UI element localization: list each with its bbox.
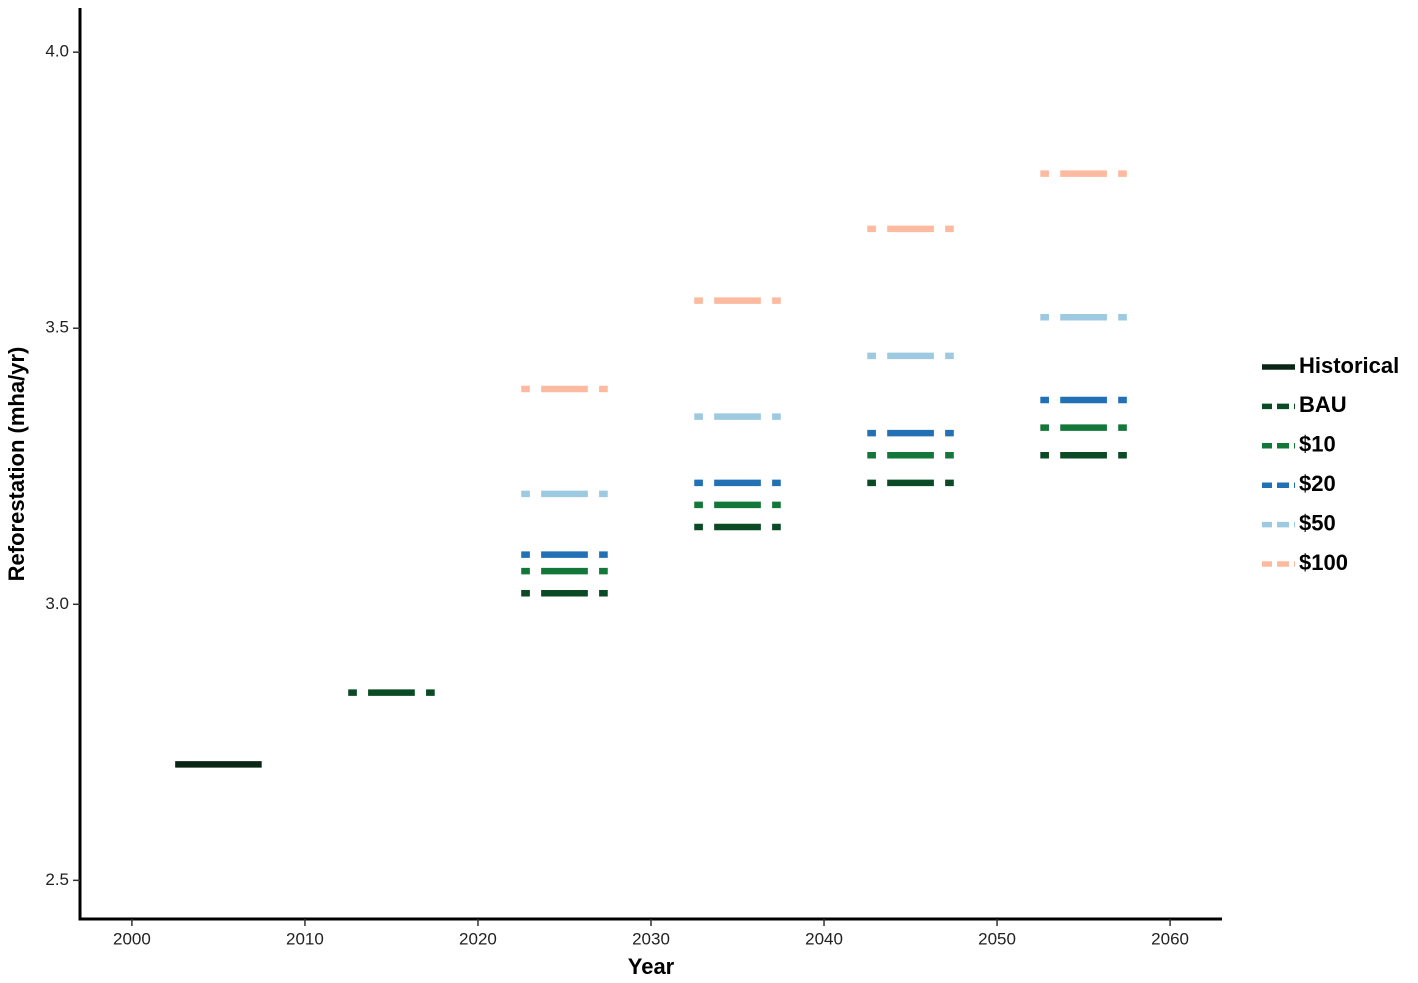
legend-label: $20 [1299, 471, 1336, 496]
y-tick-label: 4.0 [45, 42, 69, 61]
legend-label: $100 [1299, 550, 1348, 575]
x-tick-label: 2020 [459, 929, 497, 948]
y-tick-label: 3.0 [45, 594, 69, 613]
x-tick-label: 2050 [978, 929, 1016, 948]
x-axis-title: Year [628, 954, 675, 979]
legend-label: $50 [1299, 510, 1336, 535]
y-tick-label: 2.5 [45, 870, 69, 889]
x-tick-label: 2000 [113, 929, 151, 948]
legend-label: $10 [1299, 432, 1336, 457]
legend-label: Historical [1299, 353, 1399, 378]
y-tick-label: 3.5 [45, 318, 69, 337]
legend-label: BAU [1299, 392, 1347, 417]
x-tick-label: 2010 [286, 929, 324, 948]
x-tick-label: 2040 [805, 929, 843, 948]
x-tick-label: 2030 [632, 929, 670, 948]
y-axis-title: Reforestation (mha/yr) [4, 347, 29, 582]
x-tick-label: 2060 [1151, 929, 1189, 948]
